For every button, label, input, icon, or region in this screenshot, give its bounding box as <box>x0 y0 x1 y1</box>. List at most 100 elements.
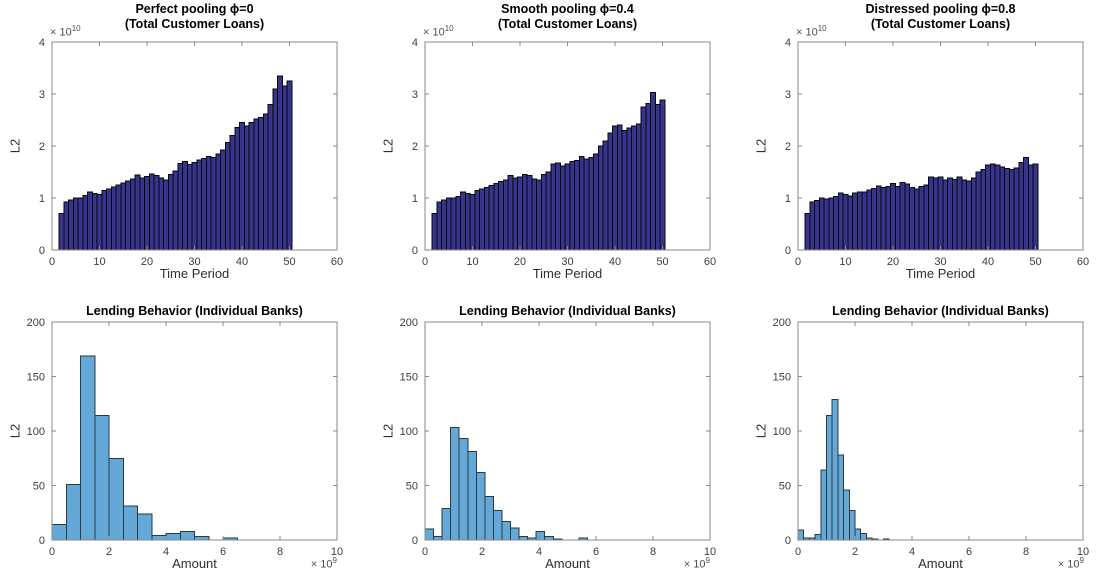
y-tick-label: 50 <box>406 481 418 493</box>
bar <box>951 178 958 251</box>
bar <box>809 201 816 251</box>
x-tick-label: 50 <box>656 256 668 268</box>
bar <box>120 182 127 251</box>
bar <box>932 177 939 251</box>
bar <box>68 199 74 251</box>
bar <box>985 164 991 251</box>
y-tick-label: 3 <box>412 89 418 101</box>
bar <box>894 186 901 251</box>
y-tick-label: 4 <box>39 37 45 49</box>
bar <box>975 171 982 251</box>
bar <box>464 192 471 251</box>
bar <box>493 182 500 251</box>
bar <box>186 164 193 251</box>
bar <box>234 126 241 251</box>
bar <box>947 177 953 251</box>
x-tick-label: 10 <box>93 256 105 268</box>
bar <box>814 200 820 251</box>
y-tick-label: 100 <box>773 426 791 438</box>
x-tick-label: 10 <box>704 546 716 558</box>
bar <box>205 155 212 251</box>
x-tick-label: 30 <box>934 256 946 268</box>
x-tick-label: 10 <box>331 546 343 558</box>
bar <box>640 106 647 251</box>
bar <box>441 199 447 251</box>
x-tick-label: 30 <box>188 256 200 268</box>
bars-series <box>58 75 293 251</box>
subplot-hist-distressed: Lending Behavior (Individual Banks) × 10… <box>746 290 1120 580</box>
bar <box>989 163 996 251</box>
bar <box>512 177 519 251</box>
bar <box>854 528 862 541</box>
bars-series <box>424 427 588 541</box>
bar <box>875 185 882 251</box>
bar <box>262 113 269 251</box>
y-tick-label: 1 <box>412 193 418 205</box>
bar <box>848 510 856 541</box>
bar <box>479 188 485 251</box>
bar <box>616 124 623 251</box>
x-tick-label: 6 <box>966 546 972 558</box>
chart-title-line2: (Total Customer Loans) <box>870 17 1011 31</box>
bar <box>1008 168 1015 251</box>
bar <box>818 197 825 251</box>
bar <box>243 125 250 251</box>
x-tick-label: 20 <box>514 256 526 268</box>
x-tick-label: 8 <box>1023 546 1029 558</box>
x-tick-label: 50 <box>283 256 295 268</box>
y-axis-scale-label: × 1010 <box>796 24 827 39</box>
bar <box>970 177 977 251</box>
x-axis-label: Time Period <box>159 266 230 281</box>
bars-series <box>51 355 238 541</box>
tick-marks <box>424 41 711 251</box>
y-tick-label: 150 <box>27 372 45 384</box>
x-tick-label: 10 <box>839 256 851 268</box>
bar <box>860 532 867 541</box>
bar <box>885 186 892 251</box>
bar <box>837 192 844 251</box>
bar <box>450 427 460 541</box>
bars-series <box>431 91 666 251</box>
bar <box>458 438 469 541</box>
bar <box>134 174 141 251</box>
x-tick-label: 2 <box>479 546 485 558</box>
bar <box>1013 167 1020 251</box>
x-tick-label: 2 <box>106 546 112 558</box>
bar <box>436 201 443 251</box>
bar <box>535 530 546 541</box>
tick-marks <box>51 321 338 541</box>
bar <box>110 186 117 251</box>
x-tick-label: 40 <box>982 256 994 268</box>
bar <box>167 174 174 251</box>
bar <box>899 181 906 251</box>
bar <box>122 505 138 541</box>
bar <box>153 175 160 251</box>
bar <box>475 471 486 541</box>
bar <box>880 187 887 251</box>
bar <box>797 529 805 541</box>
bar <box>58 213 65 251</box>
x-tick-label: 6 <box>220 546 226 558</box>
chart-title-line1: Distressed pooling ϕ=0.8 <box>865 2 1016 16</box>
x-tick-label: 2 <box>852 546 858 558</box>
subplot-distressed-pooling: Distressed pooling ϕ=0.8 (Total Customer… <box>746 0 1120 290</box>
bar <box>1032 163 1039 251</box>
bar <box>77 197 84 251</box>
chart-title: Smooth pooling ϕ=0.4 (Total Customer Loa… <box>425 2 710 32</box>
bar <box>196 159 203 251</box>
chart-title: Lending Behavior (Individual Banks) <box>52 304 337 319</box>
bar <box>1023 156 1029 251</box>
bar <box>215 153 222 251</box>
x-tick-label: 60 <box>704 256 716 268</box>
bar <box>267 103 274 251</box>
x-tick-label: 20 <box>141 256 153 268</box>
x-axis-scale-label: × 109 <box>683 556 710 571</box>
bar <box>654 103 661 251</box>
bar <box>431 213 438 251</box>
bar <box>980 168 987 251</box>
subplot-hist-perfect: Lending Behavior (Individual Banks) × 10… <box>0 290 373 580</box>
bar <box>966 180 972 251</box>
bar <box>531 178 538 251</box>
bar <box>1018 162 1025 251</box>
